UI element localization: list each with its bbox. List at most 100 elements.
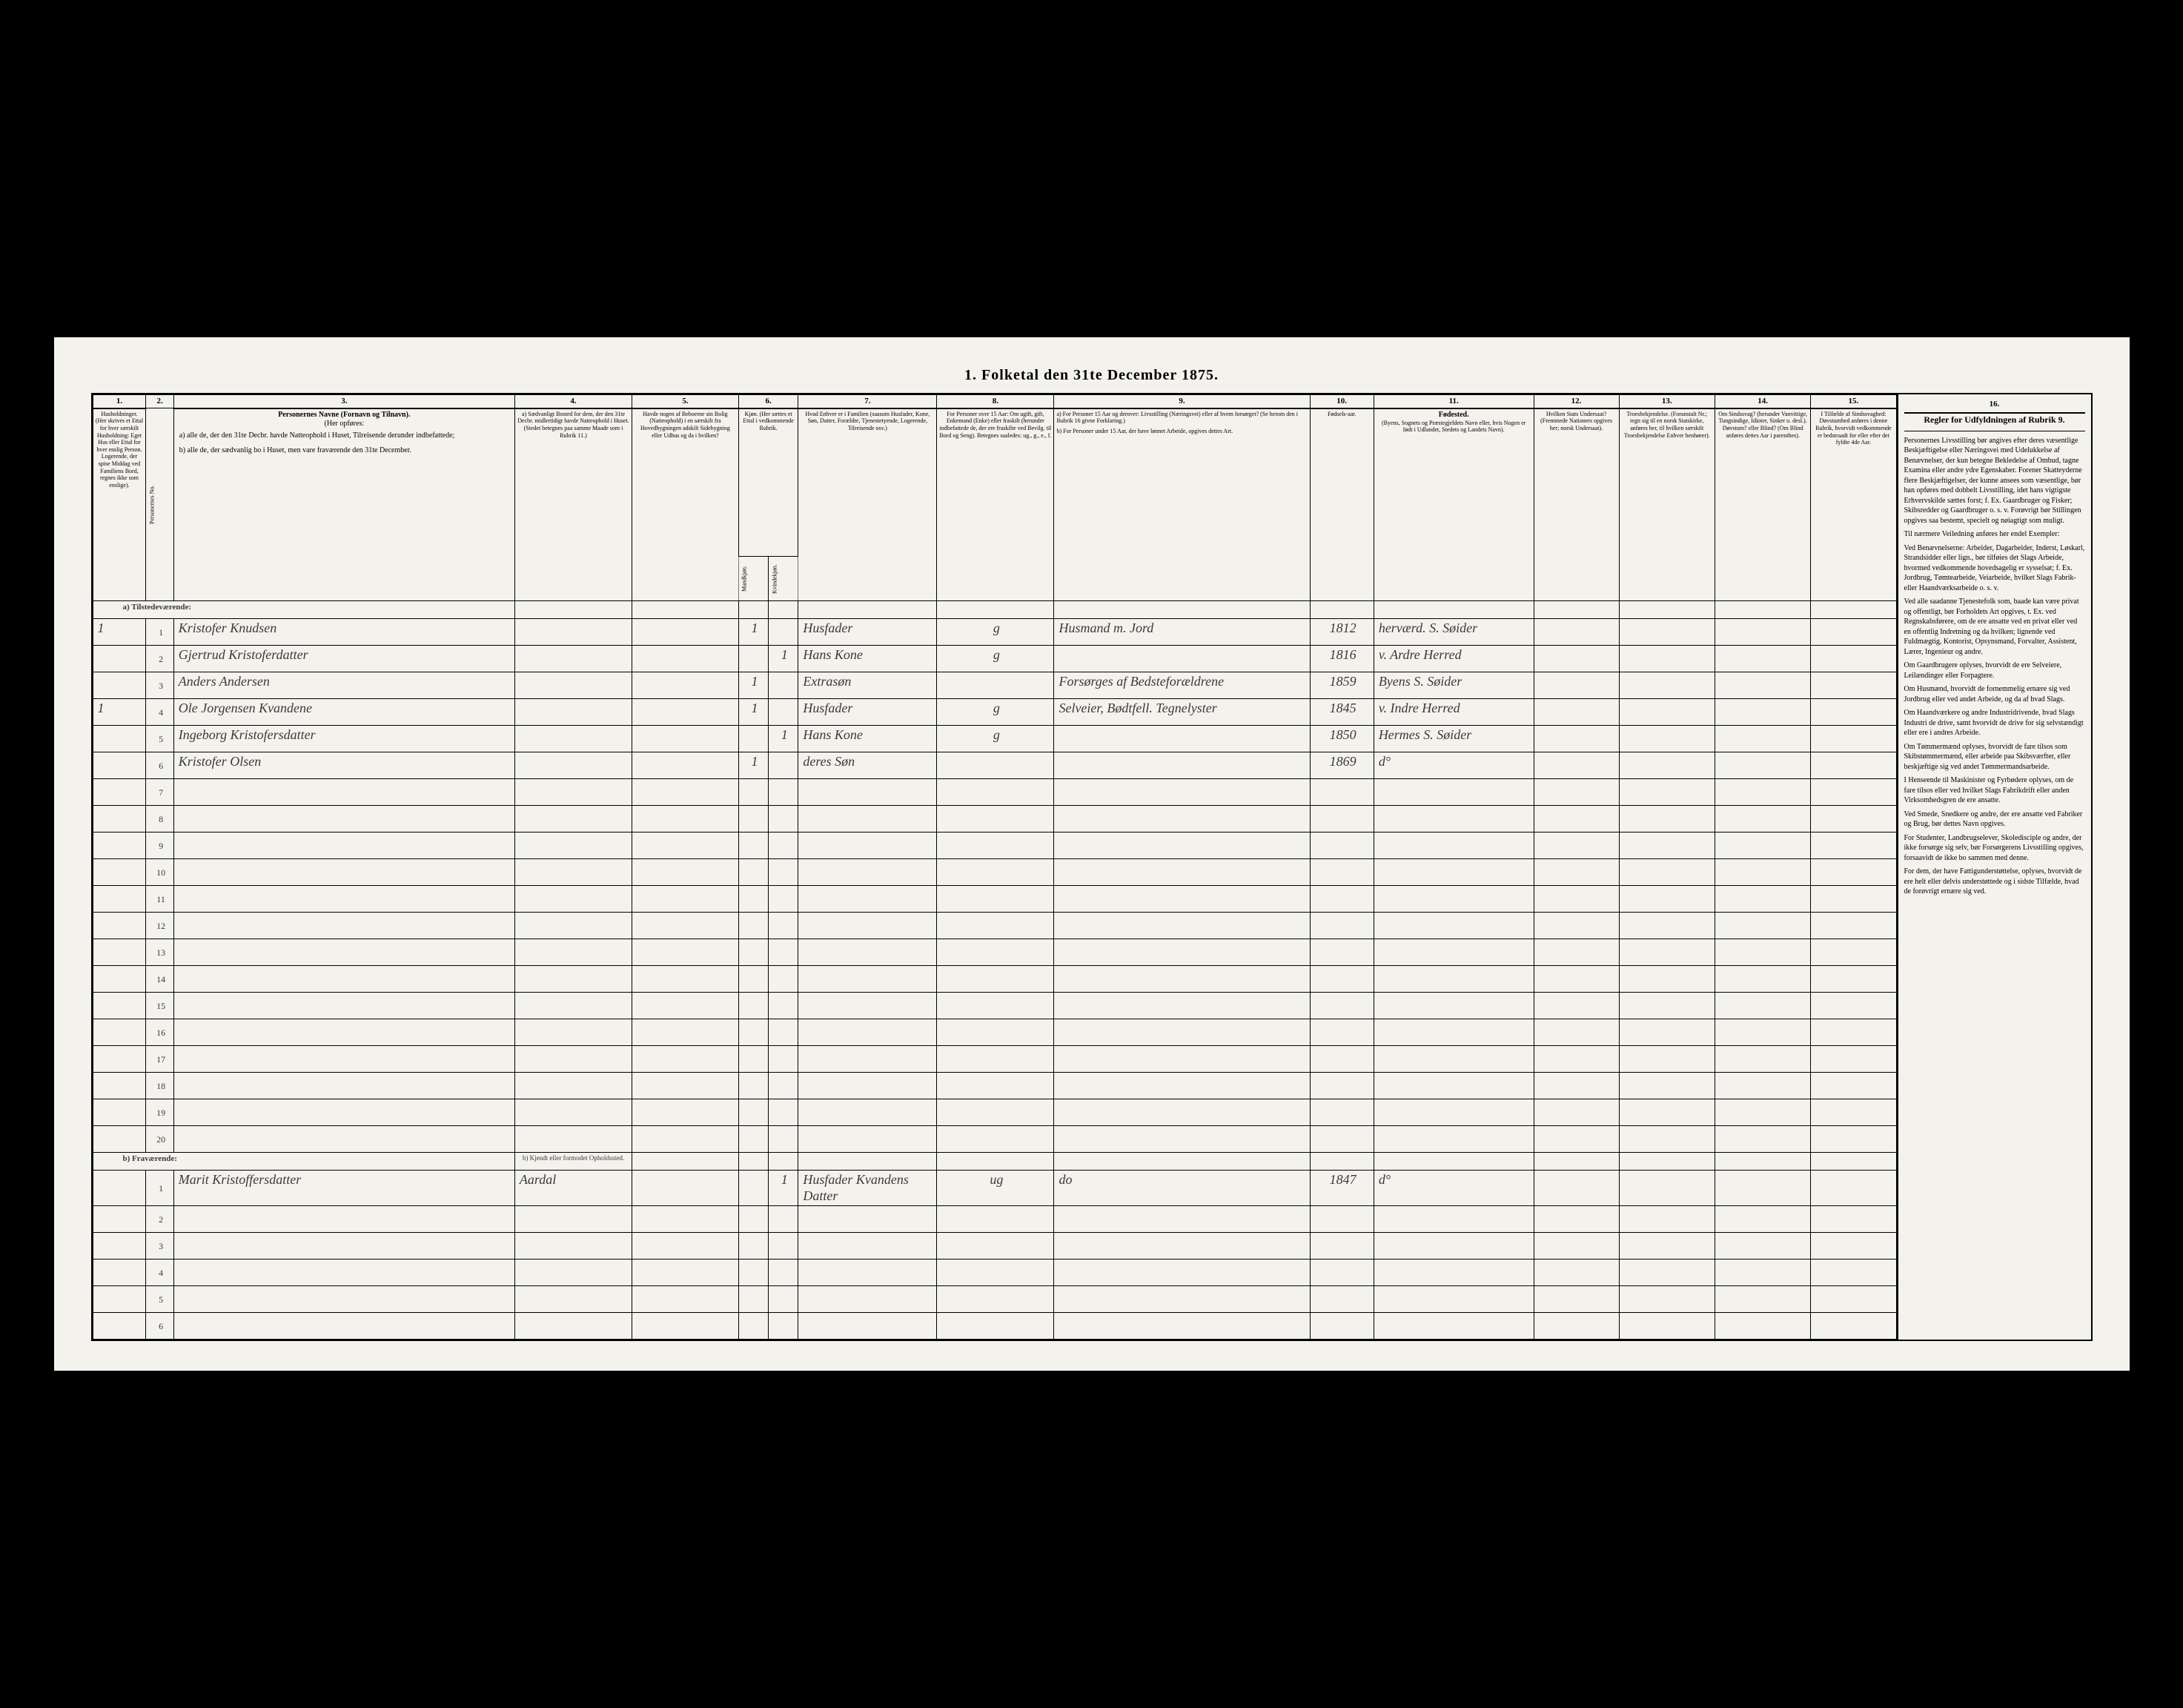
cell-c9 — [1054, 886, 1310, 913]
table-row: 2Gjertrud Kristoferdatter1Hans Koneg1816… — [93, 646, 1896, 672]
cell-c7 — [798, 859, 937, 886]
hdr-11-sub: (Byens, Sognets og Præstegjeldets Navn e… — [1377, 420, 1531, 434]
cell-c6k — [769, 1233, 798, 1260]
table-row: 5Ingeborg Kristofersdatter1Hans Koneg185… — [93, 726, 1896, 752]
hdr-3-b: b) alle de, der sædvanlig bo i Huset, me… — [176, 443, 512, 458]
cell-name — [173, 939, 514, 966]
table-row: 13 — [93, 939, 1896, 966]
cell-c6k — [769, 966, 798, 993]
cell-c12 — [1534, 726, 1619, 752]
cell-c14 — [1715, 726, 1810, 752]
cell-c6k — [769, 779, 798, 806]
cell-c7 — [798, 833, 937, 859]
cell-no: 10 — [146, 859, 173, 886]
rubric-p10: Ved Smede, Snedkere og andre, der ere an… — [1904, 810, 2085, 830]
cell-c5 — [632, 993, 739, 1019]
cell-hh — [93, 672, 146, 699]
cell-no: 16 — [146, 1019, 173, 1046]
colnum-1: 1. — [93, 394, 146, 408]
cell-c4 — [514, 1233, 632, 1260]
cell-no: 12 — [146, 913, 173, 939]
cell-name — [173, 806, 514, 833]
cell-c4 — [514, 913, 632, 939]
cell-c10 — [1310, 1206, 1374, 1233]
cell-c5 — [632, 886, 739, 913]
cell-c9 — [1054, 1313, 1310, 1340]
tbody-absent: b) Fraværende: b) Kjendt eller formodet … — [93, 1153, 1896, 1340]
cell-c13 — [1619, 1206, 1715, 1233]
cell-c14 — [1715, 699, 1810, 726]
cell-c15 — [1811, 1171, 1896, 1206]
cell-c14 — [1715, 1233, 1810, 1260]
cell-c15 — [1811, 752, 1896, 779]
table-row: 14Ole Jorgensen Kvandene1HusfadergSelvei… — [93, 699, 1896, 726]
cell-c10 — [1310, 1286, 1374, 1313]
cell-c13 — [1619, 833, 1715, 859]
hdr-3-a: a) alle de, der den 31te Decbr. havde Na… — [176, 428, 512, 443]
cell-c5 — [632, 913, 739, 939]
cell-c4 — [514, 699, 632, 726]
cell-hh — [93, 646, 146, 672]
cell-c12 — [1534, 806, 1619, 833]
cell-c9 — [1054, 913, 1310, 939]
cell-c9 — [1054, 726, 1310, 752]
table-area: 1. 2. 3. 4. 5. 6. 7. 8. 9. 10. 11. 12. 1… — [93, 394, 1898, 1340]
cell-no: 1 — [146, 1171, 173, 1206]
section-absent-label: b) Fraværende: — [93, 1153, 514, 1171]
cell-c9 — [1054, 1126, 1310, 1153]
cell-hh — [93, 1046, 146, 1073]
cell-c13 — [1619, 1233, 1715, 1260]
hdr-6: Kjøn. (Her sættes et Ettal i vedkommende… — [738, 408, 798, 557]
cell-c9 — [1054, 806, 1310, 833]
cell-c8: g — [937, 619, 1054, 646]
cell-c9 — [1054, 1206, 1310, 1233]
cell-c13 — [1619, 1019, 1715, 1046]
cell-hh: 1 — [93, 619, 146, 646]
colnum-16: 16. — [1904, 399, 2085, 414]
hdr-15: I Tilfælde af Sindssvaghed: Døvstumhed a… — [1811, 408, 1896, 601]
cell-c5 — [632, 833, 739, 859]
cell-c13 — [1619, 1073, 1715, 1099]
cell-c9 — [1054, 1019, 1310, 1046]
rubric-p3: Ved Benævnelserne: Arbeider, Dagarbeider… — [1904, 543, 2085, 594]
hdr-1: Husholdninger. (Her skrives et Ettal for… — [93, 408, 146, 601]
cell-c4 — [514, 672, 632, 699]
cell-c9 — [1054, 752, 1310, 779]
cell-no: 2 — [146, 1206, 173, 1233]
cell-c12 — [1534, 1126, 1619, 1153]
cell-c7 — [798, 1019, 937, 1046]
hdr-4: a) Sædvanligt Bosted for dem, der den 31… — [514, 408, 632, 601]
cell-no: 3 — [146, 672, 173, 699]
cell-c6m — [738, 833, 768, 859]
cell-c9 — [1054, 1260, 1310, 1286]
cell-c8 — [937, 1099, 1054, 1126]
table-row: 5 — [93, 1286, 1896, 1313]
cell-name — [173, 779, 514, 806]
hdr-8: For Personer over 15 Aar: Om ugift, gift… — [937, 408, 1054, 601]
table-row: 19 — [93, 1099, 1896, 1126]
colnum-14: 14. — [1715, 394, 1810, 408]
cell-c4 — [514, 1206, 632, 1233]
cell-c10 — [1310, 779, 1374, 806]
cell-c9 — [1054, 779, 1310, 806]
cell-name — [173, 1206, 514, 1233]
cell-c12 — [1534, 752, 1619, 779]
cell-no: 3 — [146, 1233, 173, 1260]
colnum-13: 13. — [1619, 394, 1715, 408]
cell-c8 — [937, 672, 1054, 699]
hdr-14: Om Sindssvag? (herunder Vanvittige, Tung… — [1715, 408, 1810, 601]
rubric-p2: Til nærmere Veiledning anføres her endel… — [1904, 529, 2085, 540]
cell-name — [173, 1233, 514, 1260]
cell-c6m — [738, 646, 768, 672]
cell-c10 — [1310, 913, 1374, 939]
cell-c13 — [1619, 806, 1715, 833]
cell-no: 11 — [146, 886, 173, 913]
cell-c8 — [937, 913, 1054, 939]
cell-no: 20 — [146, 1126, 173, 1153]
cell-c11 — [1374, 1233, 1534, 1260]
cell-c9: Forsørges af Bedsteforældrene — [1054, 672, 1310, 699]
census-table: 1. 2. 3. 4. 5. 6. 7. 8. 9. 10. 11. 12. 1… — [93, 394, 1897, 1340]
hdr-9b: b) For Personer under 15 Aar, der have l… — [1056, 428, 1307, 435]
cell-c5 — [632, 1171, 739, 1206]
cell-c14 — [1715, 966, 1810, 993]
